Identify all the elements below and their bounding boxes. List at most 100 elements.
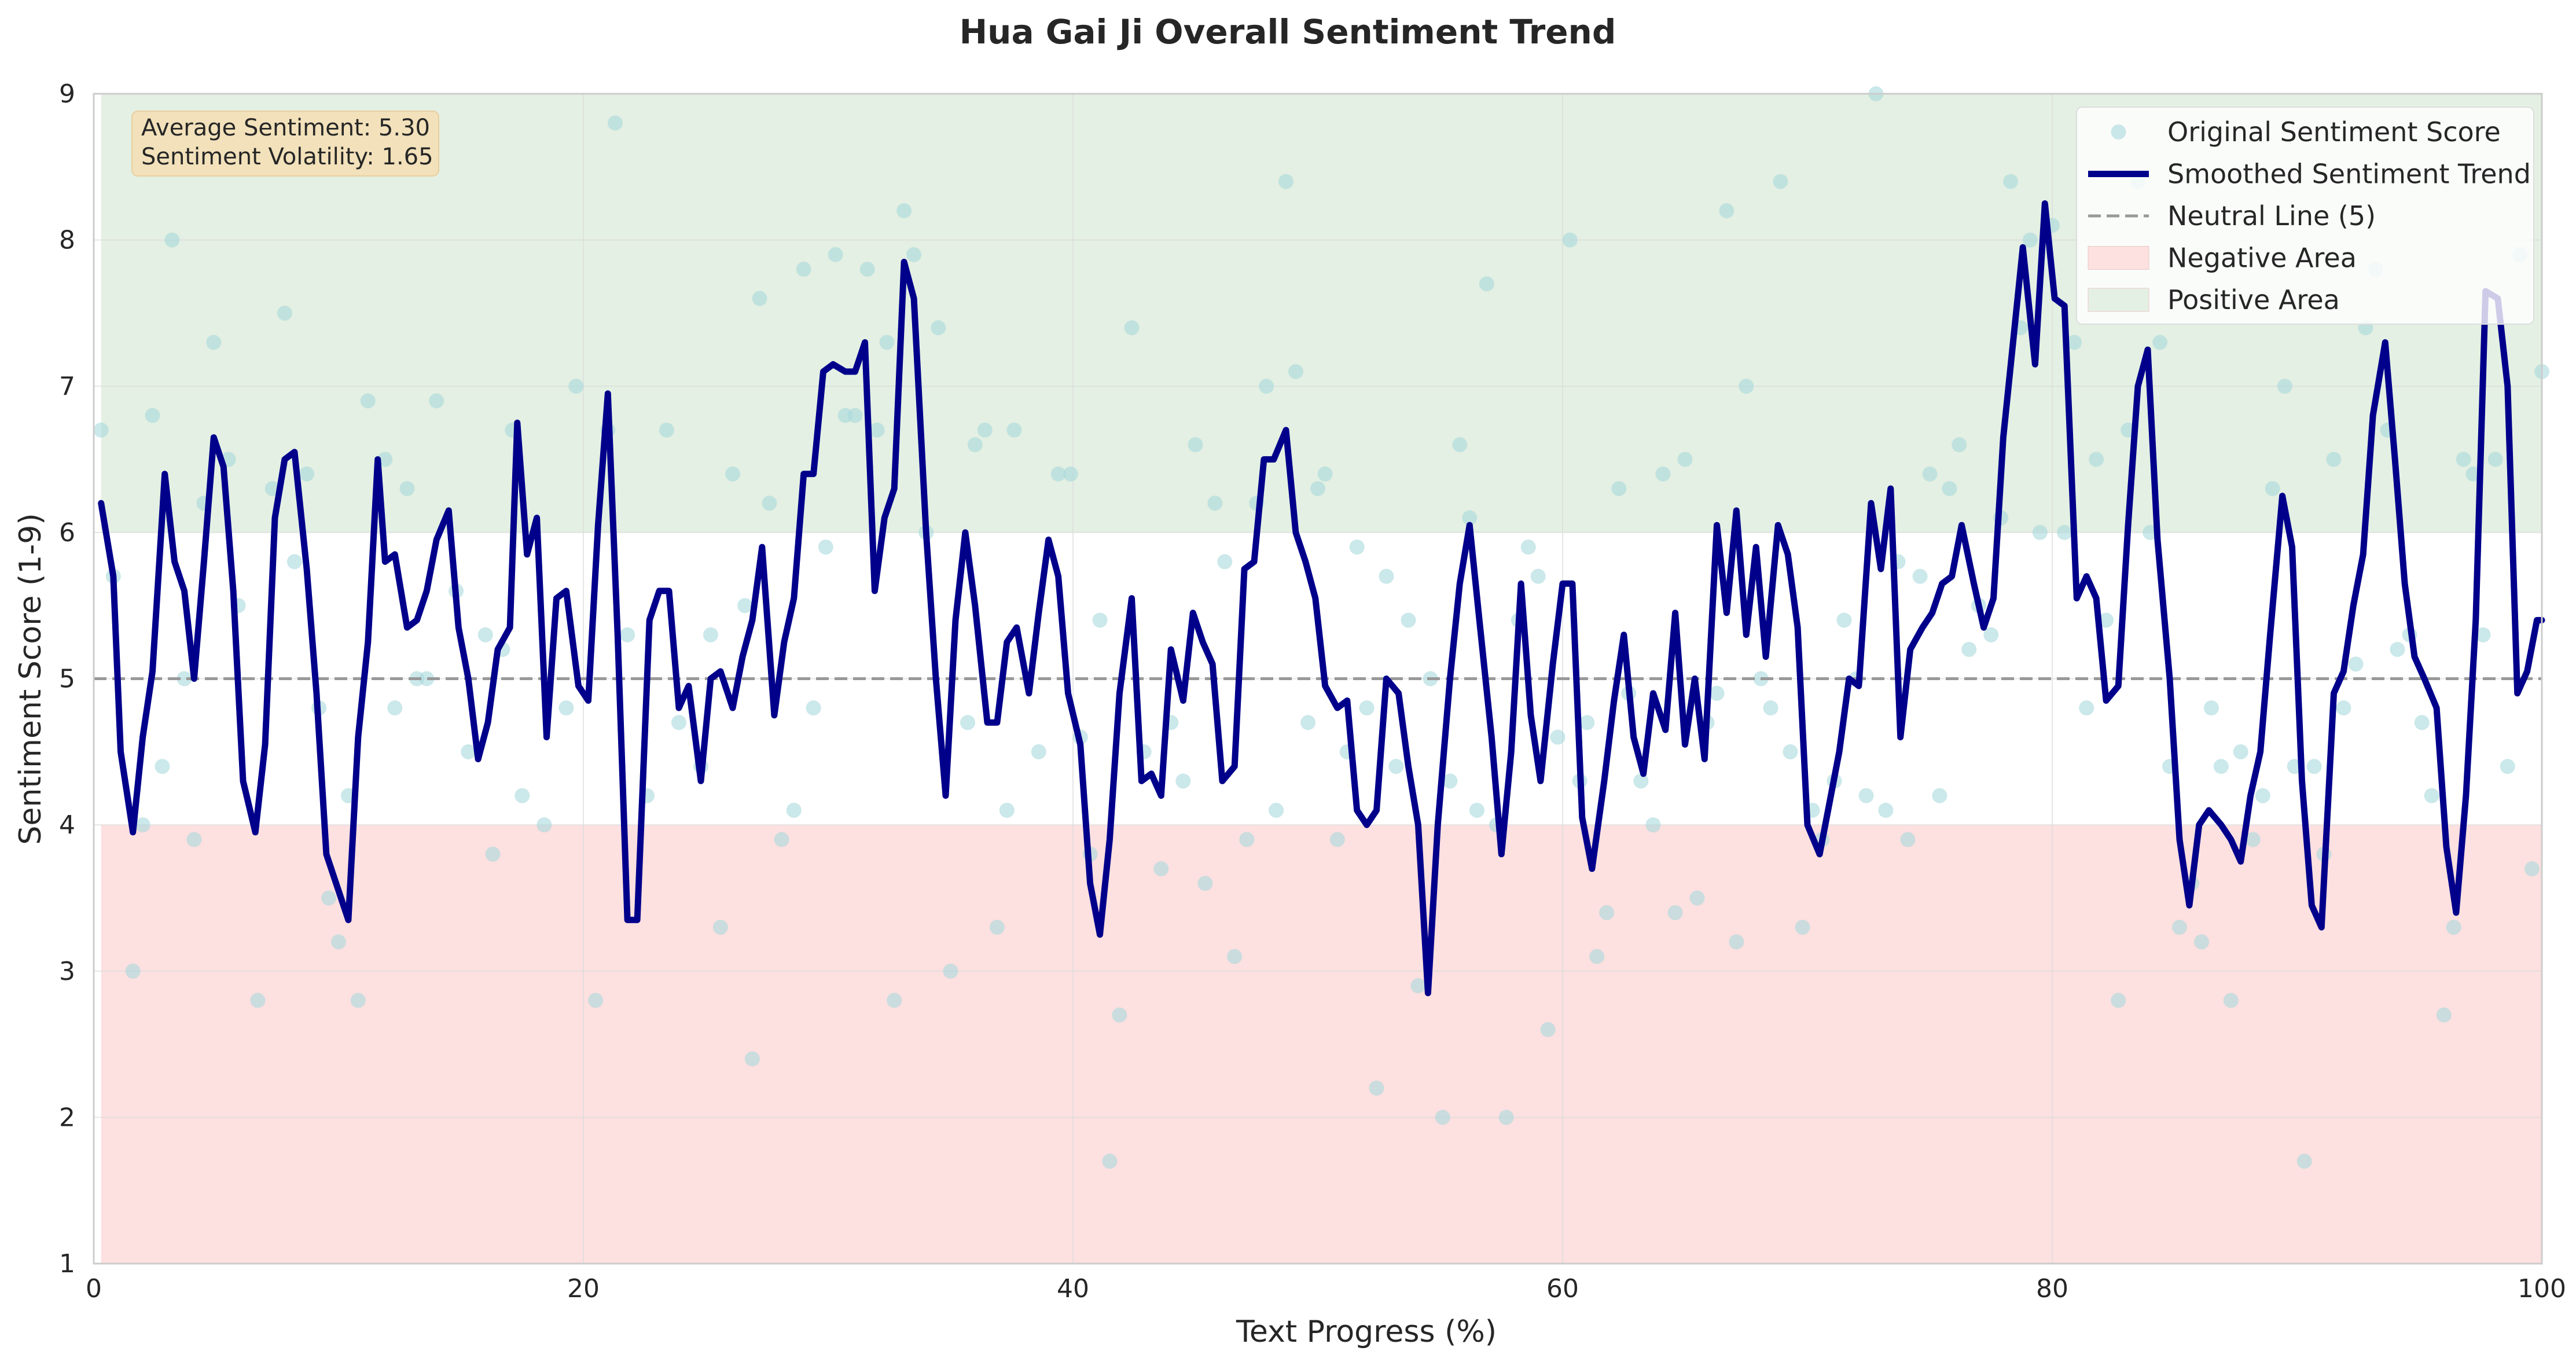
scatter-point — [1667, 905, 1683, 920]
scatter-point — [1349, 539, 1365, 555]
scatter-point — [1783, 744, 1798, 759]
scatter-point — [1540, 1022, 1556, 1037]
smoothed-trend-line — [98, 200, 2545, 997]
scatter-point — [461, 744, 476, 759]
scatter-point — [607, 115, 623, 131]
scatter-point — [1579, 715, 1595, 730]
scatter-point — [671, 715, 686, 730]
scatter-point — [1188, 437, 1203, 453]
scatter-point — [558, 700, 574, 716]
scatter-point — [744, 1051, 760, 1067]
scatter-point — [164, 232, 180, 248]
scatter-point — [477, 627, 493, 643]
scatter-point — [786, 802, 802, 818]
scatter-point — [2436, 1007, 2452, 1023]
scatter-point — [2152, 335, 2168, 350]
scatter-point — [828, 247, 843, 262]
scatter-point — [1124, 320, 1140, 336]
scatter-point — [1410, 978, 1426, 994]
scatter-point — [1006, 423, 1022, 438]
scatter-point — [1442, 773, 1458, 789]
scatter-point — [125, 963, 141, 979]
scatter-point — [818, 539, 833, 555]
scatter-point — [568, 379, 584, 394]
scatter-point — [1217, 554, 1233, 570]
scatter-point — [1858, 788, 1874, 803]
scatter-point — [2194, 934, 2210, 950]
scatter-point — [752, 291, 767, 306]
scatter-point — [1520, 539, 1536, 555]
scatter-point — [2022, 232, 2038, 248]
scatter-point — [485, 846, 501, 862]
legend-label: Negative Area — [2167, 243, 2357, 274]
legend-patch-icon — [2088, 246, 2149, 270]
scatter-point — [1498, 1110, 1514, 1125]
scatter-point — [2255, 788, 2270, 803]
scatter-point — [1589, 949, 1605, 964]
scatter-point — [1983, 627, 1999, 643]
scatter-point — [2456, 451, 2471, 467]
y-tick-label: 4 — [59, 810, 75, 840]
scatter-point — [1300, 715, 1316, 730]
scatter-point — [419, 671, 435, 686]
x-tick-label: 40 — [1057, 1274, 1089, 1304]
scatter-point — [737, 598, 753, 614]
scatter-point — [2057, 524, 2072, 540]
negative-area-region — [101, 825, 2542, 1264]
scatter-point — [2089, 451, 2104, 467]
y-tick-label: 9 — [59, 79, 75, 109]
scatter-point — [1050, 466, 1066, 482]
scatter-point — [1462, 510, 1478, 526]
scatter-point — [2277, 379, 2292, 394]
scatter-point — [1633, 773, 1649, 789]
legend-label: Smoothed Sentiment Trend — [2167, 159, 2531, 190]
scatter-point — [1932, 788, 1947, 803]
scatter-point — [1562, 232, 1578, 248]
scatter-point — [387, 700, 403, 716]
scatter-point — [1961, 641, 1977, 657]
scatter-point — [967, 437, 983, 453]
scatter-point — [1278, 174, 1294, 189]
scatter-point — [2296, 1154, 2312, 1169]
x-axis-label: Text Progress (%) — [1236, 1315, 1497, 1349]
scatter-point — [896, 203, 912, 219]
scatter-point — [93, 423, 109, 438]
scatter-point — [1269, 802, 1284, 818]
scatter-point — [1031, 744, 1046, 759]
scatter-point — [931, 320, 946, 336]
chart-title: Hua Gai Ji Overall Sentiment Trend — [960, 12, 1616, 52]
scatter-point — [1239, 832, 1255, 847]
scatter-point — [2524, 861, 2540, 876]
scatter-point — [1175, 773, 1191, 789]
scatter-point — [712, 919, 728, 935]
x-tick-label: 100 — [2518, 1274, 2566, 1304]
scatter-point — [620, 627, 635, 643]
legend-patch-icon — [2088, 288, 2149, 312]
scatter-point — [1479, 276, 1494, 292]
scatter-point — [1530, 568, 1546, 584]
scatter-point — [2326, 451, 2342, 467]
scatter-point — [360, 393, 376, 409]
scatter-point — [1063, 466, 1078, 482]
scatter-point — [2424, 788, 2439, 803]
scatter-point — [588, 993, 604, 1008]
scatter-point — [1359, 700, 1375, 716]
scatter-point — [703, 627, 718, 643]
scatter-point — [1401, 612, 1416, 628]
stats-box: Average Sentiment: 5.30 Sentiment Volati… — [131, 111, 439, 177]
scatter-point — [2245, 832, 2261, 847]
legend-marker-icon — [2111, 124, 2126, 139]
scatter-point — [806, 700, 821, 716]
scatter-point — [1773, 174, 1788, 189]
scatter-point — [2079, 700, 2094, 716]
scatter-point — [1197, 876, 1213, 891]
scatter-point — [515, 788, 530, 803]
scatter-point — [859, 262, 875, 277]
scatter-point — [2487, 451, 2503, 467]
x-tick-label: 80 — [2036, 1274, 2068, 1304]
scatter-point — [1645, 817, 1661, 833]
x-tick-label: 0 — [86, 1274, 102, 1304]
scatter-point — [1689, 890, 1705, 906]
scatter-point — [1452, 437, 1468, 453]
